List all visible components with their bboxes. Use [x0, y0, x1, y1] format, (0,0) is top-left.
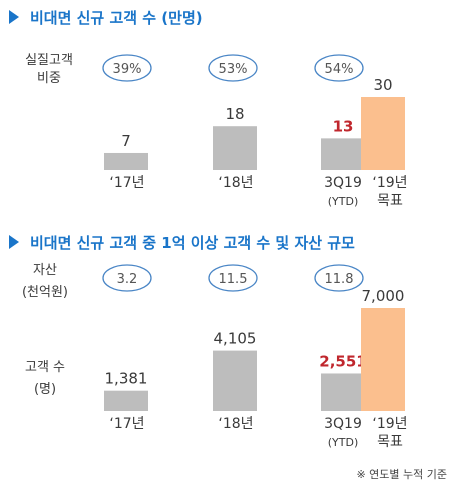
category-label: (YTD) — [328, 436, 359, 449]
ratio-oval — [102, 264, 152, 292]
bar-value-label: 2,551 — [319, 352, 366, 370]
bar — [104, 390, 148, 411]
bar-value-label: 7,000 — [362, 287, 405, 305]
ratio-value: 54% — [325, 62, 354, 77]
category-label: ‘18년 — [218, 175, 253, 191]
bar-value-label: 4,105 — [214, 330, 257, 348]
bar — [213, 350, 257, 411]
ratio-row-label: (천억원) — [22, 285, 68, 300]
ratio-value: 53% — [219, 62, 248, 77]
chart-title: 비대면 신규 고객 수 (만명) — [30, 9, 203, 27]
bar-value-label: 18 — [225, 105, 244, 123]
chart-title: 비대면 신규 고객 중 1억 이상 고객 수 및 자산 규모 — [30, 234, 355, 252]
category-label: ‘17년 — [109, 416, 144, 432]
ratio-row-label: 자산 — [33, 263, 57, 278]
ratio-value: 3.2 — [117, 272, 138, 287]
bar — [321, 138, 365, 170]
category-label: 3Q19 — [324, 416, 362, 432]
bar-value-label: 13 — [333, 117, 354, 135]
category-label: (YTD) — [328, 195, 359, 208]
ratio-value: 11.5 — [219, 272, 248, 287]
ratio-oval — [208, 54, 258, 82]
category-label: ‘19년 — [372, 175, 407, 191]
y-axis-label: 고객 수 — [25, 360, 65, 375]
y-axis-label: (명) — [34, 382, 56, 397]
bar-value-label: 7 — [121, 132, 131, 150]
category-label: 목표 — [377, 193, 403, 209]
category-label: ‘17년 — [109, 175, 144, 191]
category-label: 3Q19 — [324, 175, 362, 191]
bar — [213, 126, 257, 170]
title-arrow-icon — [9, 235, 19, 249]
target-bar — [361, 308, 405, 411]
bar-value-label: 1,381 — [105, 370, 148, 388]
target-bar — [361, 97, 405, 170]
category-label: ‘19년 — [372, 416, 407, 432]
bar — [104, 152, 148, 170]
ratio-oval — [208, 264, 258, 292]
ratio-oval — [314, 54, 364, 82]
footnote: ※ 연도별 누적 기준 — [356, 468, 447, 481]
ratio-row-label: 실질고객 — [25, 53, 73, 68]
category-label: 목표 — [377, 434, 403, 450]
title-arrow-icon — [9, 10, 19, 24]
bar — [321, 373, 365, 411]
ratio-value: 39% — [113, 62, 142, 77]
bar-value-label: 30 — [373, 76, 392, 94]
ratio-oval — [102, 54, 152, 82]
ratio-value: 11.8 — [325, 272, 354, 287]
category-label: ‘18년 — [218, 416, 253, 432]
ratio-row-label: 비중 — [37, 71, 61, 86]
ratio-oval — [314, 264, 364, 292]
